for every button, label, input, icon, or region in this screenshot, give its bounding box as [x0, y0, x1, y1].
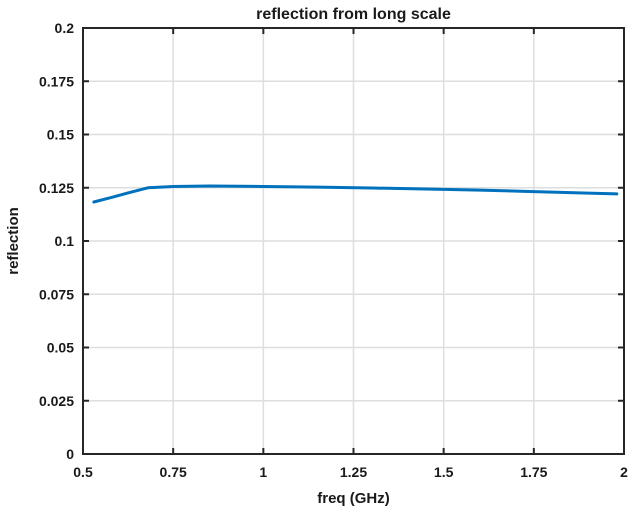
y-tick-label: 0.1 [55, 233, 75, 249]
y-tick-label: 0.2 [55, 20, 75, 36]
y-tick-label: 0.075 [39, 286, 74, 302]
x-tick-label: 2 [620, 464, 628, 480]
x-axis-label: freq (GHz) [317, 490, 390, 507]
x-tick-label: 0.5 [73, 464, 93, 480]
data-line-reflection [92, 184, 619, 204]
y-tick-label: 0.15 [47, 127, 74, 143]
series-layer [92, 184, 619, 204]
y-tick-label: 0.05 [47, 340, 74, 356]
y-tick-label: 0.175 [39, 73, 74, 89]
y-axis-label: reflection [5, 207, 22, 275]
y-tick-label: 0.125 [39, 180, 74, 196]
x-tick-label: 0.75 [160, 464, 187, 480]
chart-title: reflection from long scale [256, 6, 451, 23]
x-tick-label: 1.5 [434, 464, 454, 480]
grid-layer [83, 28, 624, 454]
y-tick-label: 0 [66, 446, 74, 462]
x-tick-label: 1.75 [520, 464, 547, 480]
y-tick-label: 0.025 [39, 393, 74, 409]
x-tick-label: 1 [259, 464, 267, 480]
x-tick-label: 1.25 [340, 464, 367, 480]
axis-layer: 0.5 0.75 1 1.25 1.5 1.75 2 0 0.025 0.05 0.075 0.1 0.… [39, 20, 628, 480]
